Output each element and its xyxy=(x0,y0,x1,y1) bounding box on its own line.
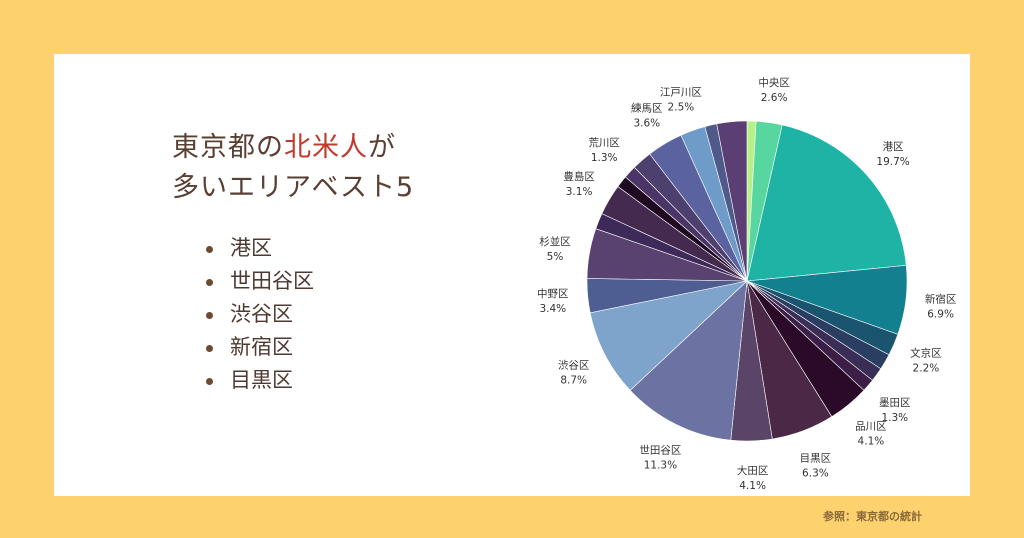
slice-value-label: 3.4% xyxy=(539,303,566,315)
list-item: 目黒区 xyxy=(206,364,314,397)
slice-value-label: 3.1% xyxy=(566,186,593,198)
slice-value-label: 11.3% xyxy=(644,460,677,472)
list-item: 新宿区 xyxy=(206,331,314,364)
slice-value-label: 2.2% xyxy=(913,363,940,375)
slice-label: 中野区 xyxy=(537,287,569,300)
slice-value-label: 1.3% xyxy=(881,412,908,424)
slice-value-label: 2.5% xyxy=(668,102,695,114)
slice-label: 大田区 xyxy=(737,464,769,477)
pie-slice xyxy=(589,280,748,391)
slice-label: 品川区 xyxy=(855,421,887,433)
slice-value-label: 4.1% xyxy=(858,436,885,448)
list-item: 港区 xyxy=(206,232,314,265)
slice-value-label: 3.6% xyxy=(633,118,660,130)
pie-slice xyxy=(629,280,748,441)
slice-label: 新宿区 xyxy=(925,293,957,306)
title-prefix: 東京都の xyxy=(172,132,284,163)
title-suffix: が xyxy=(368,132,396,163)
list-item: 渋谷区 xyxy=(206,298,314,331)
slice-label: 世田谷区 xyxy=(639,445,681,457)
list-item: 世田谷区 xyxy=(206,265,314,298)
slice-label: 荒川区 xyxy=(588,137,620,149)
slice-value-label: 6.9% xyxy=(927,309,954,321)
page-title: 東京都の北米人が 多いエリアベスト5 xyxy=(172,128,414,208)
slice-label: 港区 xyxy=(883,141,904,153)
slice-value-label: 6.3% xyxy=(802,468,829,480)
slice-value-label: 5% xyxy=(547,251,564,263)
slice-value-label: 8.7% xyxy=(560,374,587,386)
slice-label: 練馬区 xyxy=(631,102,663,115)
slice-label: 文京区 xyxy=(910,347,942,360)
slice-value-label: 1.3% xyxy=(591,152,618,164)
slice-label: 目黒区 xyxy=(800,453,832,465)
top5-list: 港区 世田谷区 渋谷区 新宿区 目黒区 xyxy=(206,232,314,397)
slice-label: 中央区 xyxy=(758,76,790,89)
slice-label: 杉並区 xyxy=(539,235,571,248)
slice-label: 江戸川区 xyxy=(660,87,702,99)
slice-label: 渋谷区 xyxy=(558,358,590,371)
slice-value-label: 4.1% xyxy=(739,480,766,492)
pie-slice xyxy=(746,124,907,282)
title-line-2: 多いエリアベスト5 xyxy=(172,172,415,203)
pie-slice xyxy=(716,120,748,282)
title-line-1: 東京都の北米人が xyxy=(172,128,414,168)
source-note: 参照：東京都の統計 xyxy=(823,510,922,523)
slice-label: 豊島区 xyxy=(563,170,595,183)
slice-value-label: 19.7% xyxy=(876,156,909,168)
slice-value-label: 2.6% xyxy=(761,92,788,104)
title-highlight: 北米人 xyxy=(284,132,368,163)
slice-label: 墨田区 xyxy=(879,397,911,409)
